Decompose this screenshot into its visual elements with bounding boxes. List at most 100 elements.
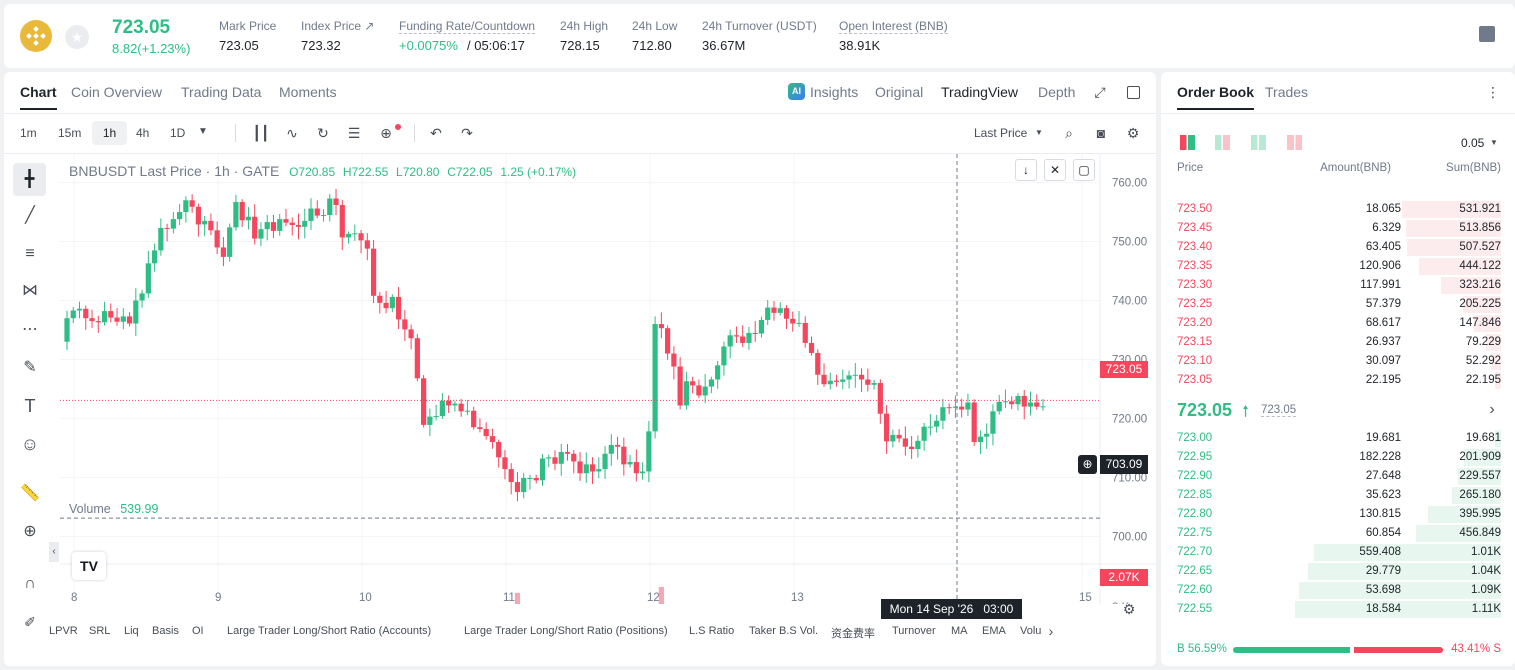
bid-row[interactable]: 722.65 29.779 1.04K xyxy=(1161,562,1515,581)
interval-15m[interactable]: 15m xyxy=(58,126,82,140)
search-icon[interactable]: ⌕ xyxy=(1065,125,1073,141)
ask-row[interactable]: 723.05 22.195 22.195 xyxy=(1161,371,1515,390)
bid-row[interactable]: 722.80 130.815 395.995 xyxy=(1161,505,1515,524)
tab-original[interactable]: Original xyxy=(875,84,924,100)
crosshair-tool[interactable]: ╋ xyxy=(13,163,46,196)
tab-chart[interactable]: Chart xyxy=(20,84,57,110)
interval-4h[interactable]: 4h xyxy=(136,126,150,140)
ask-row[interactable]: 723.50 18.065 531.921 xyxy=(1161,200,1515,219)
ind-ls-positions[interactable]: Large Trader Long/Short Ratio (Positions… xyxy=(464,625,668,637)
bid-row[interactable]: 722.85 35.623 265.180 xyxy=(1161,486,1515,505)
pencil-lock-icon[interactable]: ✐ xyxy=(24,614,36,630)
tab-trades[interactable]: Trades xyxy=(1265,84,1309,100)
index-price-label[interactable]: Index Price ↗ xyxy=(301,19,375,33)
maximize-button[interactable]: ▢ xyxy=(1073,159,1095,181)
layout-asks-icon[interactable] xyxy=(1287,135,1302,150)
bid-row[interactable]: 723.00 19.681 19.681 xyxy=(1161,429,1515,448)
bid-row[interactable]: 722.95 182.228 201.909 xyxy=(1161,448,1515,467)
ruler-icon[interactable]: 📏 xyxy=(20,485,40,502)
settings-gear-icon[interactable]: ⚙ xyxy=(1126,125,1140,141)
price-source-select[interactable]: Last Price xyxy=(974,126,1028,140)
redo-icon[interactable]: ↷ xyxy=(461,125,473,141)
bid-row[interactable]: 722.75 60.854 456.849 xyxy=(1161,524,1515,543)
interval-1m[interactable]: 1m xyxy=(20,126,37,140)
ind-funding[interactable]: 资金费率 xyxy=(831,628,875,640)
tab-depth[interactable]: Depth xyxy=(1038,84,1076,100)
bid-row[interactable]: 722.90 27.648 229.557 xyxy=(1161,467,1515,486)
emoji-icon[interactable]: ☺ xyxy=(20,434,40,454)
zoom-in-icon[interactable]: ⊕ xyxy=(23,523,37,540)
magnet-icon[interactable]: ∩ xyxy=(24,575,36,592)
tab-trading-data[interactable]: Trading Data xyxy=(181,84,262,100)
ind-basis[interactable]: Basis xyxy=(152,625,179,637)
depth-bar xyxy=(1441,277,1501,294)
tab-tradingview[interactable]: TradingView xyxy=(941,84,1019,100)
text-tool-icon[interactable]: T xyxy=(24,396,36,416)
tab-moments[interactable]: Moments xyxy=(279,84,337,100)
candle-body xyxy=(1002,401,1009,403)
tick-size-select[interactable]: 0.05 xyxy=(1461,136,1485,150)
ind-ls-accounts[interactable]: Large Trader Long/Short Ratio (Accounts) xyxy=(227,625,432,637)
horizontal-lines-icon[interactable]: ≡ xyxy=(25,245,35,262)
bid-row[interactable]: 722.60 53.698 1.09K xyxy=(1161,581,1515,600)
ask-row[interactable]: 723.40 63.405 507.527 xyxy=(1161,238,1515,257)
chevron-right-icon[interactable]: › xyxy=(1048,623,1054,639)
scroll-down-button[interactable]: ↓ xyxy=(1015,159,1037,181)
ind-ma[interactable]: MA xyxy=(951,625,968,637)
undo-icon[interactable]: ↶ xyxy=(430,125,442,141)
candle-type-icon[interactable]: ┃┃ xyxy=(252,125,270,141)
window-icon[interactable] xyxy=(1127,86,1140,99)
indicators-icon[interactable]: ∿ xyxy=(286,125,298,141)
tab-coin-overview[interactable]: Coin Overview xyxy=(71,84,163,100)
ask-row[interactable]: 723.35 120.906 444.122 xyxy=(1161,257,1515,276)
chevron-down-icon[interactable]: ▼ xyxy=(1490,138,1498,147)
trend-line-icon[interactable]: ╱ xyxy=(25,207,35,224)
volume-label: Volume xyxy=(69,502,111,516)
tab-order-book[interactable]: Order Book xyxy=(1177,84,1255,110)
chevron-down-icon[interactable]: ▼ xyxy=(198,126,208,137)
chevron-down-icon[interactable]: ▼ xyxy=(1035,128,1043,137)
ask-row[interactable]: 723.15 26.937 79.229 xyxy=(1161,333,1515,352)
ask-row[interactable]: 723.20 68.617 147.846 xyxy=(1161,314,1515,333)
brush-icon[interactable]: ✎ xyxy=(23,359,37,376)
collapse-button[interactable]: ✕ xyxy=(1044,159,1066,181)
chart-settings-icon[interactable]: ⚙ xyxy=(1122,601,1136,617)
ask-row[interactable]: 723.30 117.991 323.216 xyxy=(1161,276,1515,295)
price-chart[interactable]: 760.00750.00740.00730.00720.00710.00700.… xyxy=(60,154,1156,604)
ind-liq[interactable]: Liq xyxy=(124,625,139,637)
ind-srl[interactable]: SRL xyxy=(89,625,111,637)
ask-row[interactable]: 723.45 6.329 513.856 xyxy=(1161,219,1515,238)
layout-both-alt-icon[interactable] xyxy=(1215,135,1230,150)
template-icon[interactable]: ☰ xyxy=(347,125,361,141)
interval-1h-active[interactable]: 1h xyxy=(92,121,127,145)
camera-icon[interactable]: ◙ xyxy=(1096,125,1106,141)
ask-row[interactable]: 723.10 30.097 52.292 xyxy=(1161,352,1515,371)
refresh-icon[interactable]: ↻ xyxy=(317,125,329,141)
ind-ema[interactable]: EMA xyxy=(982,625,1006,637)
expand-icon[interactable]: ⤢ xyxy=(1094,84,1106,100)
ind-oi[interactable]: OI xyxy=(192,625,204,637)
interval-1d[interactable]: 1D xyxy=(170,126,186,140)
chevron-right-icon[interactable]: › xyxy=(1489,401,1495,418)
more-menu-icon[interactable]: ⋮ xyxy=(1486,84,1500,100)
candle-body xyxy=(690,381,696,386)
ind-taker-vol[interactable]: Taker B.S Vol. xyxy=(749,625,819,637)
pattern-icon[interactable]: ⋈ xyxy=(22,282,38,299)
collapse-arrow-icon[interactable]: ‹ xyxy=(49,542,59,562)
tab-insights[interactable]: Insights xyxy=(810,84,859,100)
ind-lpvr[interactable]: LPVR xyxy=(49,625,78,637)
ind-ls-ratio[interactable]: L.S Ratio xyxy=(689,625,735,637)
candle-body xyxy=(871,383,877,385)
book-icon[interactable] xyxy=(1479,26,1495,42)
layout-bids-icon[interactable] xyxy=(1251,135,1266,150)
fib-icon[interactable]: ⋯ xyxy=(22,321,38,338)
favorite-star-icon[interactable]: ★ xyxy=(65,25,89,49)
ind-turnover[interactable]: Turnover xyxy=(892,625,936,637)
crosshair-plus-icon[interactable]: ⊕ xyxy=(1078,455,1097,474)
add-indicator-icon[interactable]: ⊕ xyxy=(380,125,392,141)
bid-row[interactable]: 722.55 18.584 1.11K xyxy=(1161,600,1515,619)
layout-both-icon[interactable] xyxy=(1180,135,1195,150)
bid-row[interactable]: 722.70 559.408 1.01K xyxy=(1161,543,1515,562)
ind-volu[interactable]: Volu xyxy=(1020,625,1042,637)
ask-row[interactable]: 723.25 57.379 205.225 xyxy=(1161,295,1515,314)
